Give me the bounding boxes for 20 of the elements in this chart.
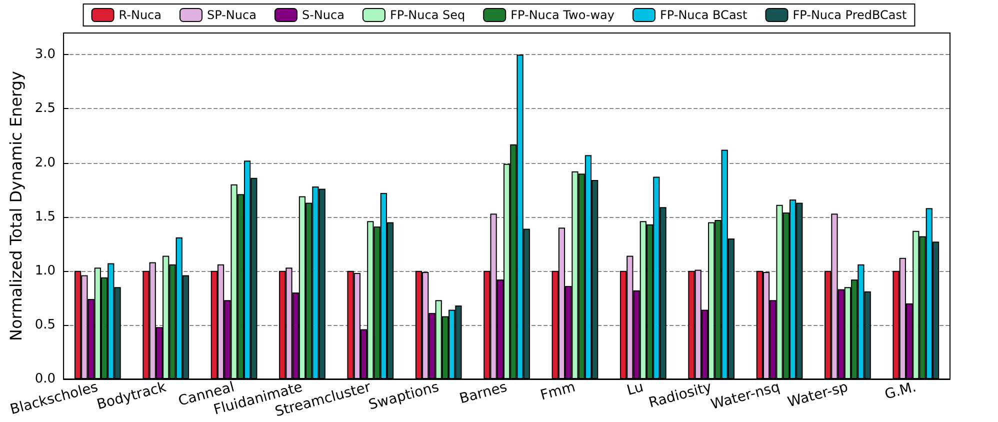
legend-label: FP-Nuca PredBCast bbox=[792, 8, 908, 22]
y-tick-label: 2.5 bbox=[34, 101, 56, 116]
y-tick-label: 2.0 bbox=[34, 155, 56, 170]
y-tick-label: 0.5 bbox=[34, 317, 56, 332]
y-tick-label: 1.0 bbox=[34, 263, 56, 278]
y-tick-label: 0.0 bbox=[34, 372, 56, 386]
x-tick-label: G.M. bbox=[883, 379, 918, 403]
x-tick-label: Water-sp bbox=[786, 379, 850, 411]
legend-label: R-Nuca bbox=[118, 8, 162, 22]
x-tick-label: Fmm bbox=[538, 379, 578, 404]
legend-label: FP-Nuca BCast bbox=[660, 8, 748, 22]
legend-label: FP-Nuca Two-way bbox=[510, 8, 614, 22]
y-axis-title: Normalized Total Dynamic Energy bbox=[6, 71, 26, 341]
legend-label: FP-Nuca Seq bbox=[390, 8, 466, 22]
y-tick-label: 1.5 bbox=[34, 209, 56, 224]
y-tick-label: 3.0 bbox=[34, 47, 56, 62]
legend-label: SP-Nuca bbox=[207, 8, 256, 22]
x-tick-label: Lu bbox=[625, 379, 646, 399]
legend-label: S-Nuca bbox=[302, 8, 344, 22]
x-tick-label: Barnes bbox=[458, 379, 509, 408]
